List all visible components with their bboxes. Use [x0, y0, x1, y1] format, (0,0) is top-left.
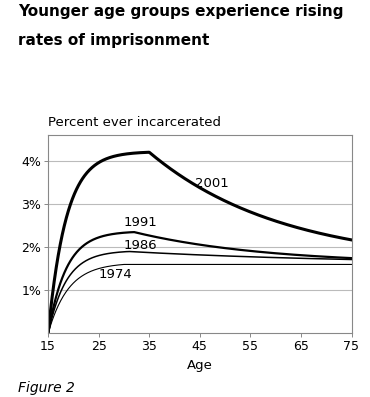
Text: 1991: 1991	[124, 216, 158, 229]
X-axis label: Age: Age	[187, 359, 213, 372]
Text: Younger age groups experience rising: Younger age groups experience rising	[18, 4, 344, 19]
Text: Percent ever incarcerated: Percent ever incarcerated	[48, 116, 221, 129]
Text: 1986: 1986	[124, 239, 158, 252]
Text: 2001: 2001	[195, 177, 229, 190]
Text: rates of imprisonment: rates of imprisonment	[18, 33, 210, 48]
Text: Figure 2: Figure 2	[18, 381, 75, 395]
Text: 1974: 1974	[99, 268, 132, 281]
